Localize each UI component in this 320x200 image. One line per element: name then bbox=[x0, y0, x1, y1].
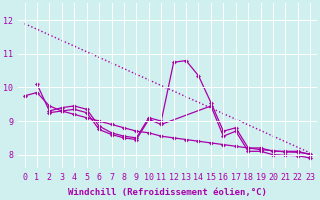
X-axis label: Windchill (Refroidissement éolien,°C): Windchill (Refroidissement éolien,°C) bbox=[68, 188, 267, 197]
